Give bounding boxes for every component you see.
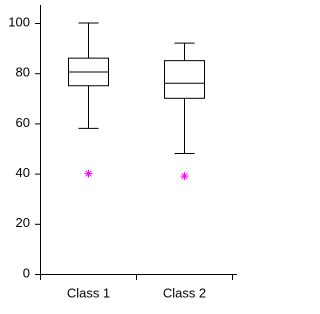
outlier xyxy=(84,169,93,178)
x-tick-label: Class 2 xyxy=(163,285,206,300)
y-tick-label: 40 xyxy=(16,165,30,180)
y-tick-label: 60 xyxy=(16,115,30,130)
y-tick-label: 0 xyxy=(23,265,30,280)
outlier xyxy=(180,172,189,181)
box xyxy=(164,60,205,99)
y-tick-label: 100 xyxy=(8,14,30,29)
y-tick-label: 80 xyxy=(16,65,30,80)
x-tick-label: Class 1 xyxy=(67,285,110,300)
y-tick-label: 20 xyxy=(16,215,30,230)
chart: 0 20 40 60 80 100 Class 1 Class 2 xyxy=(8,5,237,300)
